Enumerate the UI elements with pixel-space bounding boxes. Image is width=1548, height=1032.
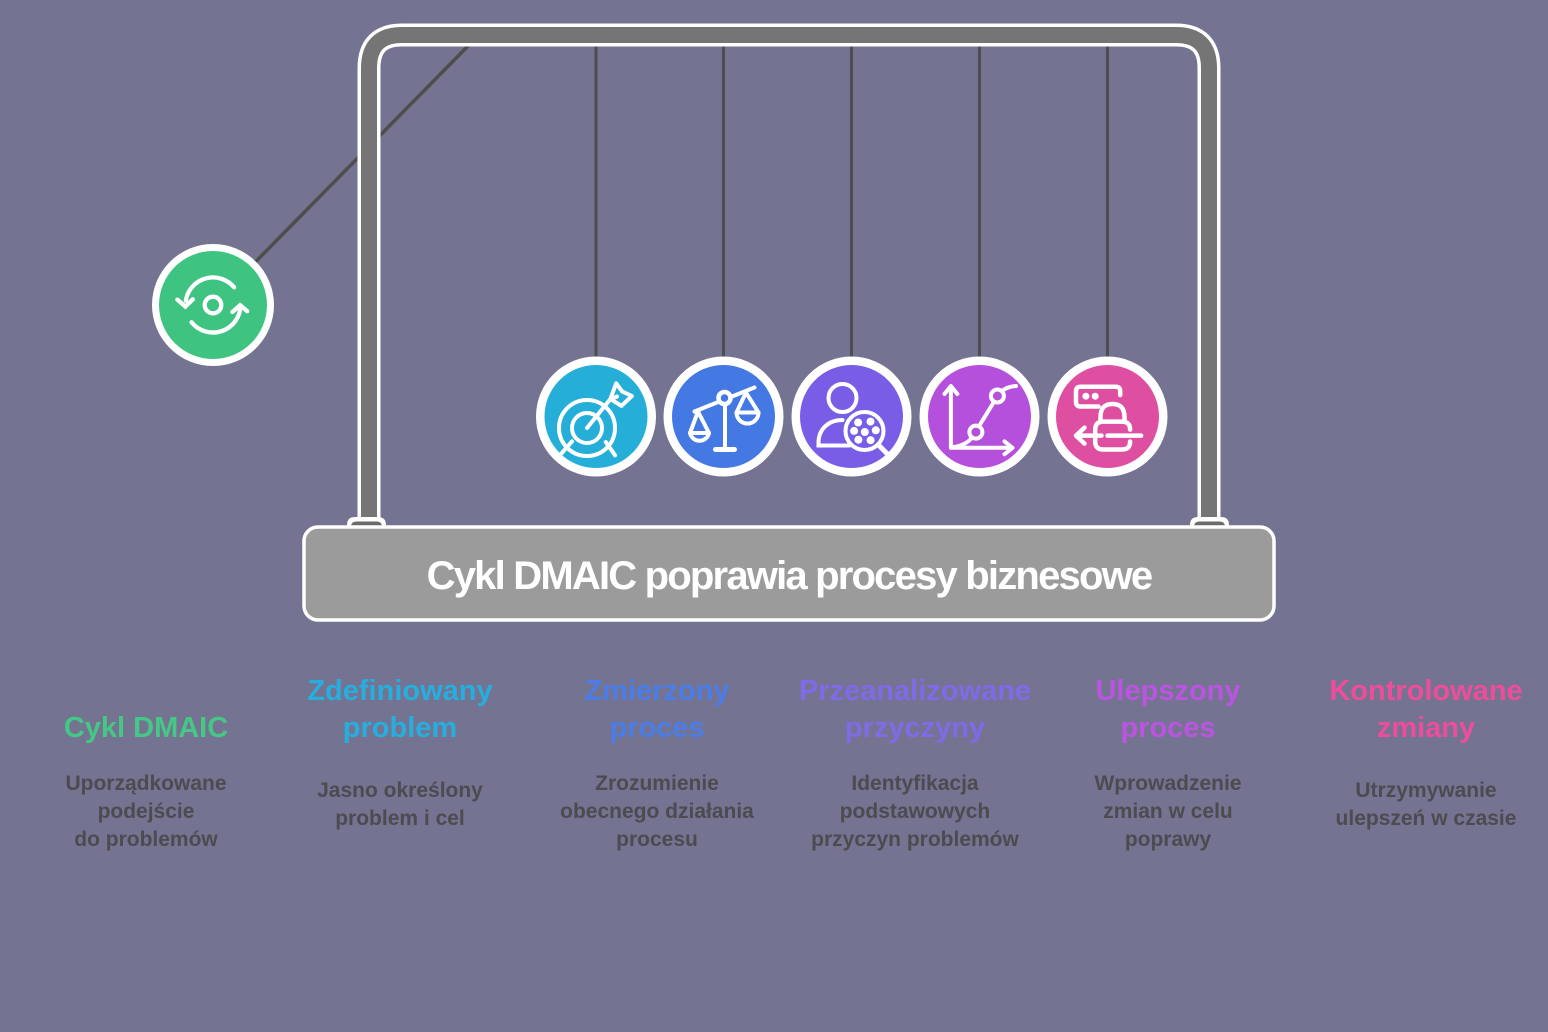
svg-text:Cykl DMAIC poprawia procesy bi: Cykl DMAIC poprawia procesy biznesowe	[427, 554, 1152, 598]
